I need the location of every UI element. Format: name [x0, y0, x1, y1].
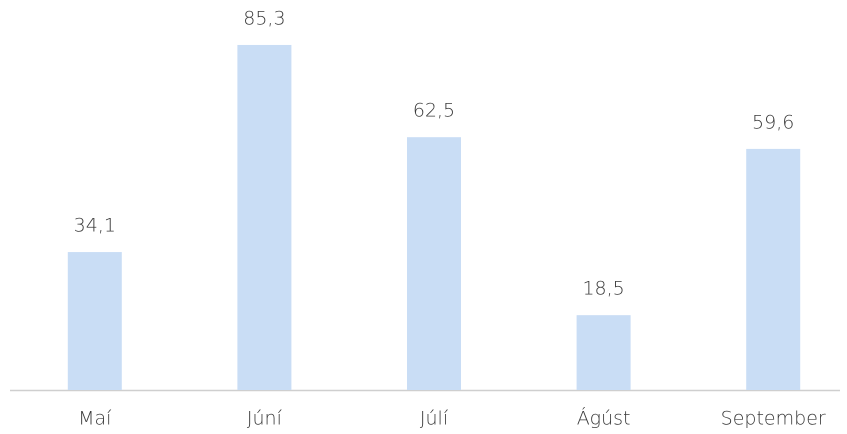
- value-label: 62,5: [413, 100, 455, 122]
- bar: [407, 137, 461, 390]
- value-label: 18,5: [582, 278, 624, 300]
- x-tick-label: Ágúst: [577, 407, 631, 430]
- x-tick-label: Júlí: [420, 408, 449, 430]
- value-label: 59,6: [752, 111, 794, 133]
- value-label: 85,3: [243, 7, 285, 29]
- value-label: 34,1: [74, 215, 116, 237]
- bar: [576, 315, 631, 390]
- x-tick-label: Maí: [78, 408, 112, 430]
- x-tick-label: September: [721, 408, 826, 430]
- bar: [237, 44, 292, 391]
- x-tick-label: Júní: [247, 408, 283, 430]
- bar: [746, 148, 801, 390]
- bar: [67, 252, 122, 390]
